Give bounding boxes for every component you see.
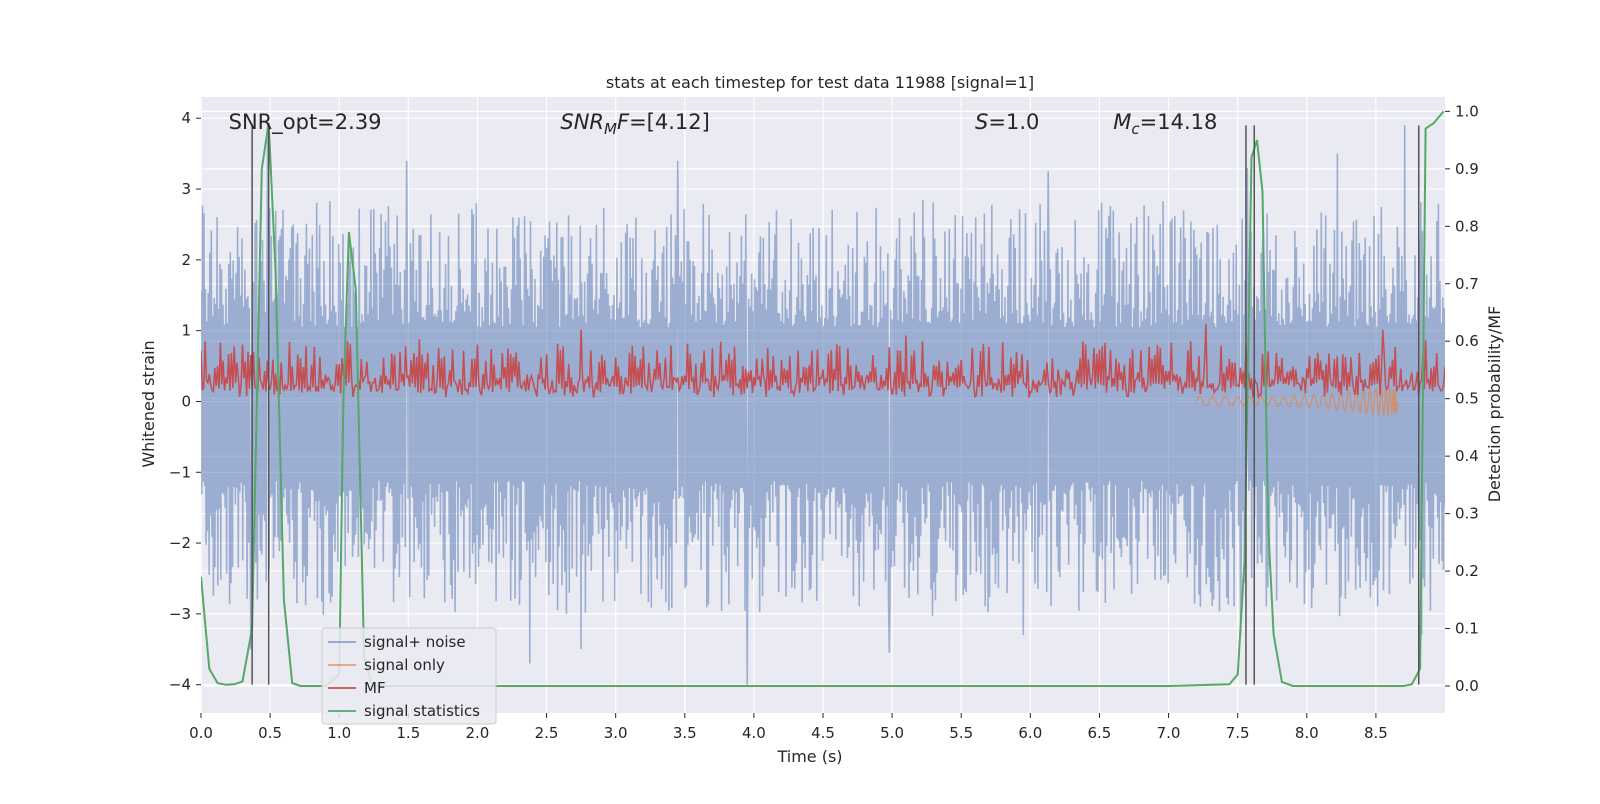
y-tick-label: 4 bbox=[181, 109, 191, 127]
annotations: SNR_opt=2.39 SNRMF=[4.12] S=1.0 Mc=14.18 bbox=[229, 110, 1218, 138]
annotation: S=1.0 bbox=[975, 110, 1039, 134]
y-right-tick-label: 0.4 bbox=[1455, 447, 1479, 465]
x-tick-label: 6.5 bbox=[1088, 724, 1112, 742]
legend-label: MF bbox=[364, 679, 386, 697]
x-tick-label: 4.5 bbox=[811, 724, 835, 742]
x-tick-label: 2.5 bbox=[535, 724, 559, 742]
x-tick-label: 1.0 bbox=[327, 724, 351, 742]
legend-label: signal statistics bbox=[364, 702, 480, 720]
x-tick-label: 5.0 bbox=[880, 724, 904, 742]
x-tick-label: 7.0 bbox=[1157, 724, 1181, 742]
y-right-tick-label: 0.0 bbox=[1455, 677, 1479, 695]
y-tick-label: −4 bbox=[169, 676, 191, 694]
legend-label: signal only bbox=[364, 656, 445, 674]
x-axis-label: Time (s) bbox=[776, 747, 842, 766]
annotation: Mc=14.18 bbox=[1113, 110, 1217, 138]
legend-box bbox=[321, 627, 497, 725]
x-tick-label: 5.5 bbox=[949, 724, 973, 742]
vertical-markers bbox=[251, 125, 1420, 685]
tick-labels: 0.0 0.5 1.0 1.5 2.0 2.5 3.0 3.5 4.0 4.5 5.0 5.5 6.0 6… bbox=[169, 102, 1479, 742]
y-right-tick-label: 0.1 bbox=[1455, 620, 1479, 638]
chart-title: stats at each timestep for test data 119… bbox=[606, 73, 1034, 92]
y-tick-label: 0 bbox=[181, 392, 191, 410]
y-axis-right-label: Detection probability/MF bbox=[1485, 306, 1504, 503]
y-tick-label: 2 bbox=[181, 251, 191, 269]
y-right-tick-label: 0.7 bbox=[1455, 275, 1479, 293]
y-tick-label: −1 bbox=[169, 463, 191, 481]
annotation: SNR_opt=2.39 bbox=[229, 110, 382, 135]
y-right-tick-label: 0.6 bbox=[1455, 332, 1479, 350]
y-right-tick-label: 0.5 bbox=[1455, 390, 1479, 408]
x-tick-label: 1.5 bbox=[396, 724, 420, 742]
y-right-tick-label: 0.3 bbox=[1455, 505, 1479, 523]
x-tick-label: 8.5 bbox=[1364, 724, 1388, 742]
x-tick-label: 8.0 bbox=[1295, 724, 1319, 742]
annotation: SNRMF=[4.12] bbox=[560, 110, 709, 138]
y-tick-label: −3 bbox=[169, 605, 191, 623]
series-signal-noise bbox=[201, 125, 1445, 685]
y-tick-label: 3 bbox=[181, 180, 191, 198]
y-right-tick-label: 1.0 bbox=[1455, 102, 1479, 120]
series-layer bbox=[201, 110, 1445, 687]
legend-label: signal+ noise bbox=[364, 633, 466, 651]
x-tick-label: 3.5 bbox=[673, 724, 697, 742]
y-tick-label: 1 bbox=[181, 322, 191, 340]
x-tick-label: 0.0 bbox=[189, 724, 213, 742]
x-tick-label: 2.0 bbox=[466, 724, 490, 742]
x-tick-label: 7.5 bbox=[1226, 724, 1250, 742]
y-right-tick-label: 0.9 bbox=[1455, 160, 1479, 178]
y-axis-label: Whitened strain bbox=[139, 340, 158, 467]
series-mf bbox=[201, 323, 1445, 400]
legend: signal+ noise signal only MF signal statist… bbox=[321, 627, 497, 725]
y-right-tick-label: 0.8 bbox=[1455, 217, 1479, 235]
x-tick-label: 3.0 bbox=[604, 724, 628, 742]
x-tick-label: 6.0 bbox=[1018, 724, 1042, 742]
x-tick-label: 4.0 bbox=[742, 724, 766, 742]
series-signal-statistics bbox=[201, 110, 1445, 687]
y-tick-label: −2 bbox=[169, 534, 191, 552]
x-tick-label: 0.5 bbox=[258, 724, 282, 742]
y-right-tick-label: 0.2 bbox=[1455, 562, 1479, 580]
